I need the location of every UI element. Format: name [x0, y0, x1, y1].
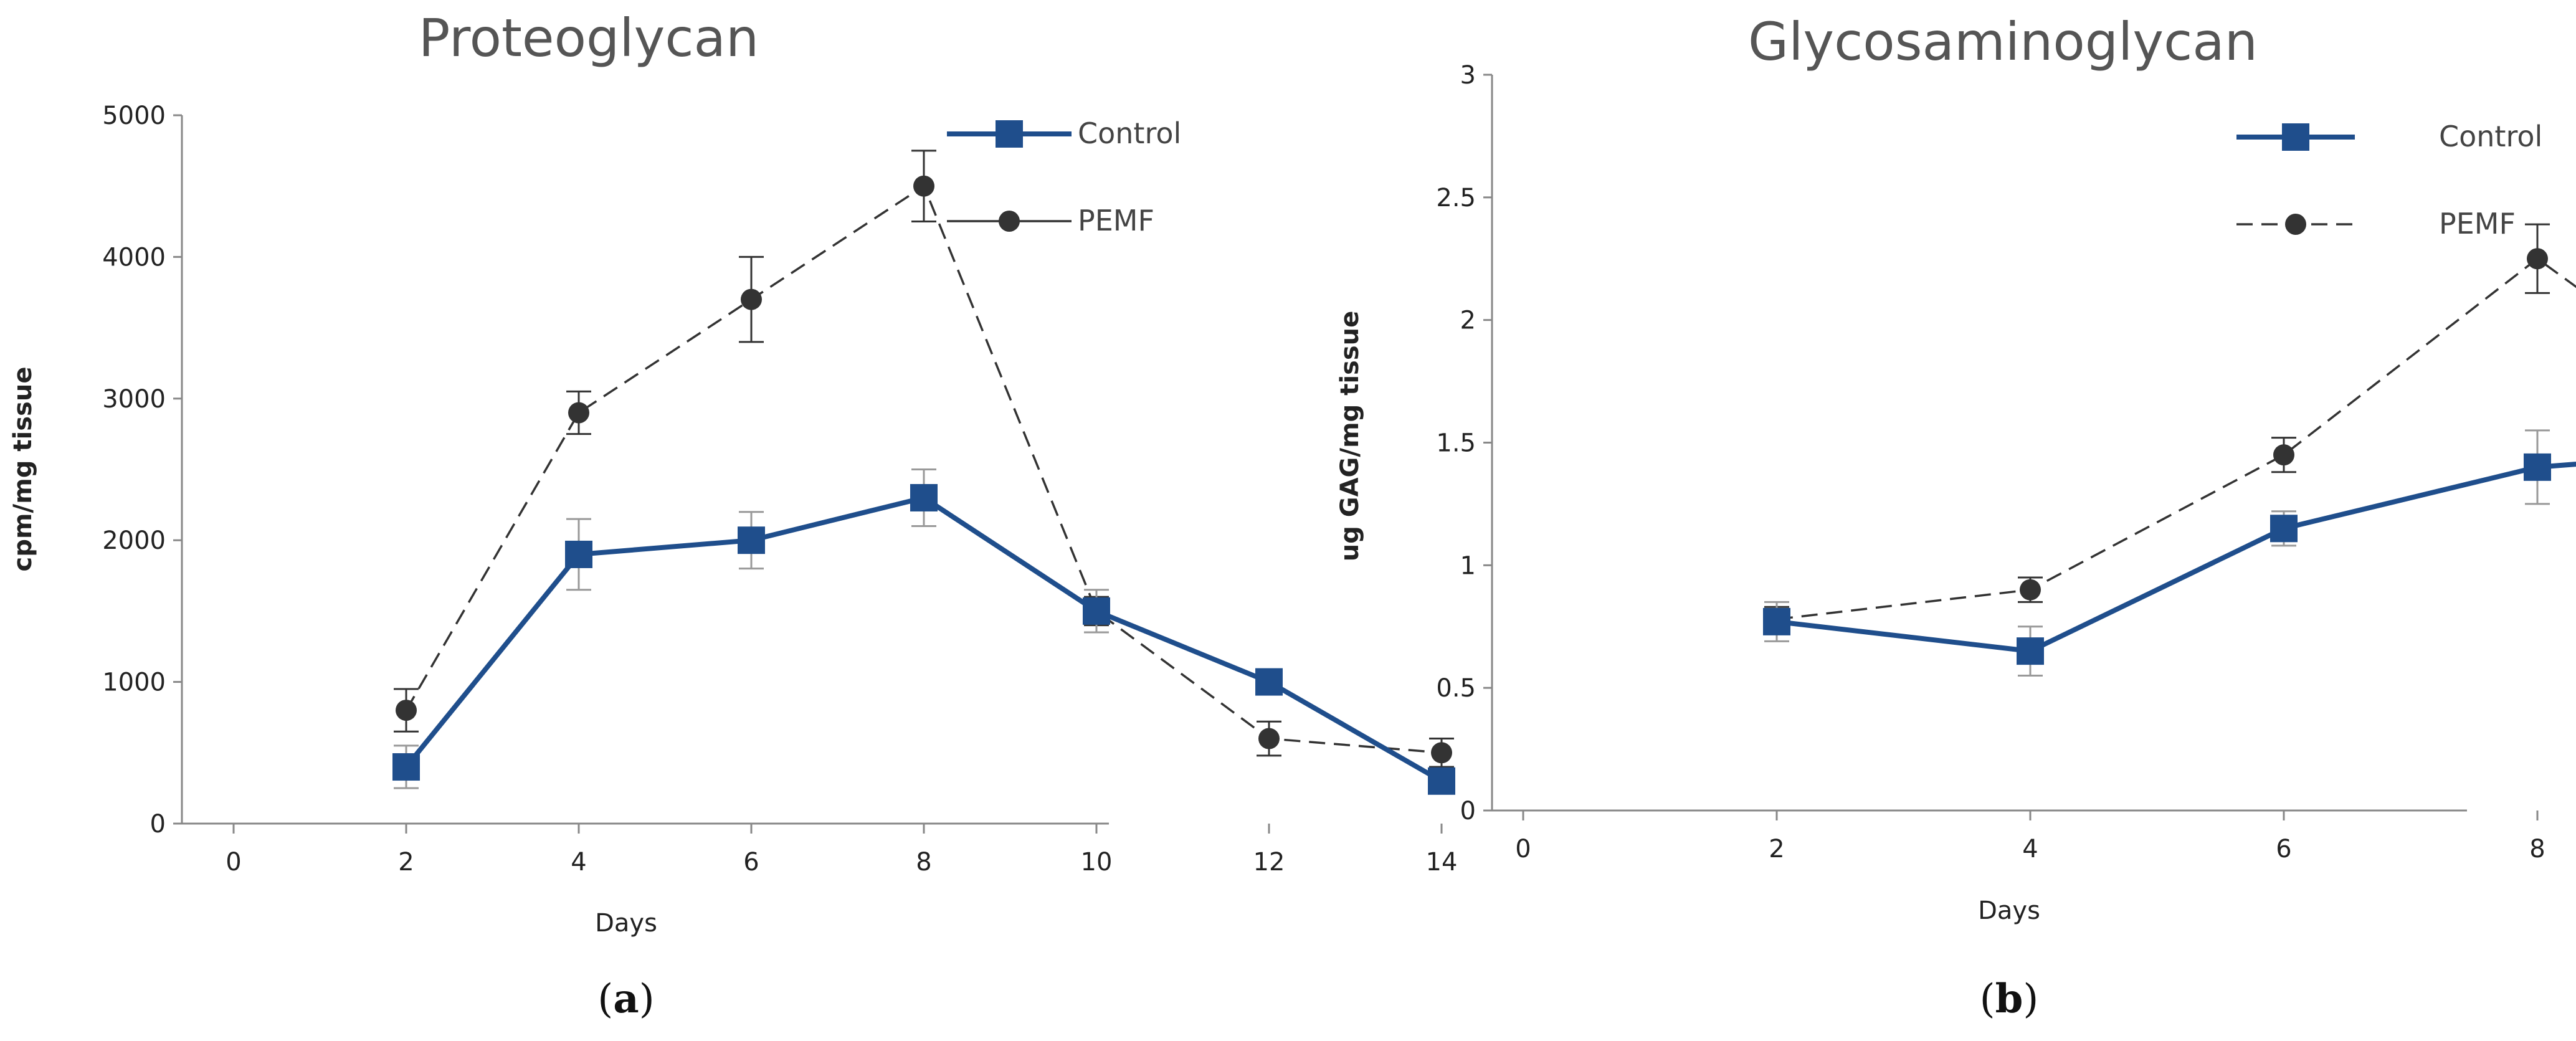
pemf-point-marker [2020, 579, 2041, 601]
y-tick-label: 1000 [102, 668, 166, 697]
legend-pemf-marker [999, 211, 1020, 232]
series-pemf [1764, 223, 2576, 633]
x-tick-label: 14 [1426, 848, 1458, 877]
series-control [392, 468, 1455, 795]
pemf-point-marker [568, 402, 589, 424]
y-tick-label: 5000 [102, 102, 166, 130]
x-tick-label: 6 [2276, 835, 2291, 863]
panel-label: (b) [1980, 976, 2039, 1022]
chart-title: Glycosaminoglycan [1748, 11, 2258, 72]
y-tick-label: 2000 [102, 526, 166, 555]
pemf-point-marker [913, 175, 934, 197]
series-control [1763, 429, 2576, 677]
x-tick-label: 0 [226, 848, 241, 877]
panel-label: (a) [597, 976, 654, 1022]
y-tick-label: 2 [1460, 307, 1476, 335]
legend: Control PEMF [947, 116, 1181, 237]
series-pemf [394, 150, 1454, 768]
x-tick-label: 4 [2022, 835, 2038, 863]
y-tick-label: 3 [1460, 61, 1476, 90]
legend-control-label: Control [2439, 120, 2542, 153]
pemf-point-marker [1431, 742, 1452, 764]
y-tick-label: 0 [1460, 797, 1476, 825]
control-point-marker [1255, 668, 1283, 696]
pemf-point-marker [1258, 728, 1280, 749]
x-tick-label: 2 [398, 848, 414, 877]
x-tick-label: 0 [1515, 835, 1531, 863]
control-point-marker [2524, 453, 2551, 481]
panel-label-letter: b [1995, 976, 2023, 1022]
panel-label-open: ( [597, 976, 613, 1022]
legend: Control PEMF [2236, 120, 2542, 240]
legend-pemf-label: PEMF [2439, 207, 2516, 240]
panel-label-open: ( [1980, 976, 1995, 1022]
x-axis-label: Days [595, 909, 657, 938]
y-tick-label: 0.5 [1436, 674, 1476, 703]
y-tick-label: 0 [150, 810, 166, 839]
panel-label-letter: a [613, 976, 639, 1022]
pemf-point-marker [396, 700, 417, 721]
y-tick-label: 4000 [102, 243, 166, 272]
control-point-marker [2017, 637, 2044, 665]
y-tick-label: 1.5 [1436, 429, 1476, 458]
x-tick-label: 8 [2529, 835, 2545, 863]
y-tick-label: 1 [1460, 551, 1476, 580]
control-point-marker [738, 526, 765, 554]
x-tick-label: 6 [743, 848, 759, 877]
legend-pemf-marker [2285, 214, 2306, 235]
y-axis-label: cpm/mg tissue [9, 367, 37, 572]
x-tick-label: 12 [1253, 848, 1285, 877]
control-point-marker [2270, 515, 2298, 543]
y-tick-label: 2.5 [1436, 184, 1476, 212]
legend-control-marker [996, 120, 1023, 148]
x-axis-label: Days [1978, 896, 2040, 925]
chart-title: Proteoglycan [419, 7, 759, 69]
legend-pemf-label: PEMF [1078, 204, 1154, 237]
pemf-point-marker [741, 288, 762, 310]
pemf-point-marker [2527, 248, 2548, 270]
y-axis-label: ug GAG/mg tissue [1336, 311, 1364, 562]
chart-b: Glycosaminoglycan00.511.522.530246810121… [1336, 11, 2576, 1022]
x-tick-label: 10 [1081, 848, 1113, 877]
x-tick-label: 2 [1769, 835, 1784, 863]
x-tick-label: 8 [916, 848, 931, 877]
series-line [1776, 462, 2576, 654]
control-point-marker [1083, 597, 1110, 625]
series-line [404, 495, 1443, 784]
control-point-marker [1763, 607, 1790, 635]
panel-label-close: ) [639, 976, 655, 1022]
legend-control-label: Control [1078, 116, 1181, 150]
pemf-point-marker [2273, 444, 2294, 466]
control-point-marker [910, 483, 938, 511]
control-point-marker [565, 540, 592, 568]
control-point-marker [392, 753, 420, 781]
legend-control-marker [2282, 123, 2309, 151]
y-tick-label: 3000 [102, 385, 166, 414]
chart-a: Proteoglycan 0 1000 2000 3000 4000 5000 0 2 4 6 8 10… [9, 7, 1457, 1022]
control-point-marker [1428, 767, 1455, 795]
x-tick-label: 4 [571, 848, 586, 877]
panel-label-close: ) [2023, 976, 2038, 1022]
